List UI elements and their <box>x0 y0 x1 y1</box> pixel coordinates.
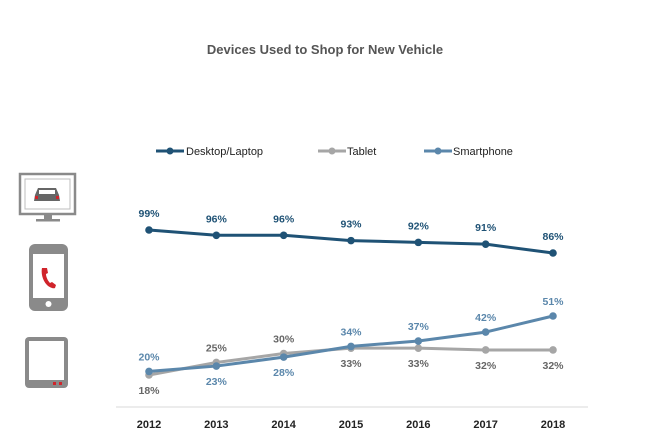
data-point-desktop-laptop-2018 <box>549 249 557 257</box>
data-label-smartphone-2012: 20% <box>138 351 160 363</box>
data-label-smartphone-2018: 51% <box>542 296 564 308</box>
data-label-desktop-laptop-2018: 86% <box>542 231 564 243</box>
data-label-tablet-2017: 32% <box>475 360 497 372</box>
data-point-smartphone-2017 <box>481 328 490 336</box>
data-point-smartphone-2015 <box>347 342 355 351</box>
data-label-desktop-laptop-2013: 96% <box>206 213 228 225</box>
legend-item-desktop-laptop: Desktop/Laptop <box>156 146 263 158</box>
x-tick-label-2016: 2016 <box>406 419 430 431</box>
data-point-desktop-laptop-2014 <box>279 231 288 240</box>
data-label-tablet-2014: 30% <box>273 334 295 346</box>
data-point-desktop-laptop-2015 <box>347 236 355 245</box>
data-point-tablet-2016 <box>414 344 423 352</box>
legend: Desktop/Laptop Tablet Smartphone <box>156 146 513 158</box>
data-point-smartphone-2012 <box>145 367 153 376</box>
data-label-tablet-2015: 33% <box>340 358 362 370</box>
series-layer <box>145 226 557 379</box>
data-label-desktop-laptop-2015: 93% <box>340 219 362 231</box>
data-point-smartphone-2016 <box>414 337 423 345</box>
data-label-desktop-laptop-2012: 99% <box>138 208 160 220</box>
x-axis-ticks: 2012 2013 2014 2015 2016 2017 2018 <box>137 419 565 431</box>
chart-title: Devices Used to Shop for New Vehicle <box>207 42 443 57</box>
data-label-smartphone-2016: 37% <box>408 321 430 333</box>
smartphone-icon <box>29 244 68 311</box>
data-label-smartphone-2015: 34% <box>340 326 362 338</box>
x-tick-label-2012: 2012 <box>137 419 161 431</box>
data-label-desktop-laptop-2014: 96% <box>273 213 295 225</box>
x-tick-label-2013: 2013 <box>204 419 228 431</box>
data-point-smartphone-2014 <box>279 353 288 361</box>
x-tick-label-2015: 2015 <box>339 419 363 431</box>
data-label-tablet-2012: 18% <box>138 385 160 397</box>
data-point-desktop-laptop-2017 <box>481 240 490 248</box>
data-point-tablet-2017 <box>481 346 490 354</box>
data-point-desktop-laptop-2013 <box>212 231 221 240</box>
data-label-smartphone-2013: 23% <box>206 376 228 388</box>
x-tick-label-2018: 2018 <box>541 419 565 431</box>
data-point-tablet-2018 <box>549 346 557 354</box>
data-label-smartphone-2014: 28% <box>273 367 295 379</box>
data-label-desktop-laptop-2016: 92% <box>408 220 430 232</box>
data-label-smartphone-2017: 42% <box>475 312 497 324</box>
data-label-tablet-2016: 33% <box>408 358 430 370</box>
data-point-smartphone-2013 <box>212 362 221 370</box>
legend-item-tablet: Tablet <box>318 146 376 158</box>
data-labels-layer: 99% 96% 96% 93% 92% 91% 86% 18% 25% 30% 33% 33% 32% 3… <box>138 208 564 397</box>
x-tick-label-2017: 2017 <box>473 419 497 431</box>
data-label-tablet-2013: 25% <box>206 342 228 354</box>
legend-label-smartphone: Smartphone <box>453 146 513 158</box>
data-label-tablet-2018: 32% <box>542 360 564 372</box>
legend-label-tablet: Tablet <box>347 146 376 158</box>
data-label-desktop-laptop-2017: 91% <box>475 222 497 234</box>
tablet-icon <box>25 337 68 388</box>
data-point-smartphone-2018 <box>549 312 557 320</box>
desktop-monitor-icon <box>18 172 77 222</box>
x-tick-label-2014: 2014 <box>271 419 296 431</box>
data-point-desktop-laptop-2012 <box>145 226 153 234</box>
legend-item-smartphone: Smartphone <box>424 146 513 158</box>
legend-label-desktop-laptop: Desktop/Laptop <box>186 146 263 158</box>
data-point-desktop-laptop-2016 <box>414 238 423 247</box>
